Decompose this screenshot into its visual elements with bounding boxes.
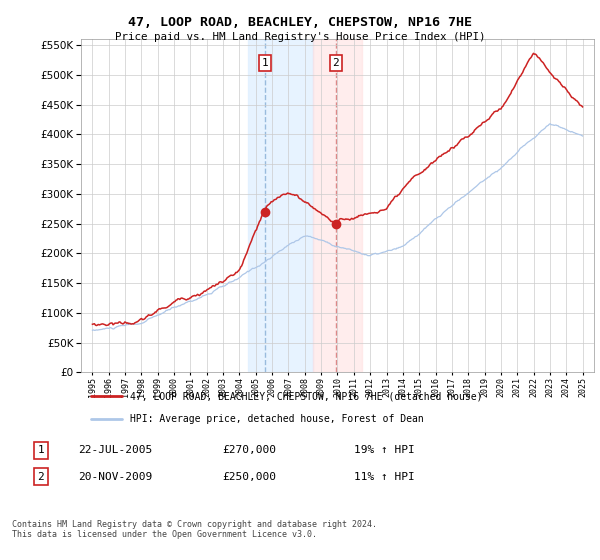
- Text: £250,000: £250,000: [222, 472, 276, 482]
- Text: 2: 2: [332, 58, 339, 68]
- Text: 47, LOOP ROAD, BEACHLEY, CHEPSTOW, NP16 7HE: 47, LOOP ROAD, BEACHLEY, CHEPSTOW, NP16 …: [128, 16, 472, 29]
- Text: 19% ↑ HPI: 19% ↑ HPI: [354, 445, 415, 455]
- Bar: [313, 39, 362, 372]
- Text: 1: 1: [37, 445, 44, 455]
- Text: £270,000: £270,000: [222, 445, 276, 455]
- Bar: [248, 39, 313, 372]
- Text: Contains HM Land Registry data © Crown copyright and database right 2024.
This d: Contains HM Land Registry data © Crown c…: [12, 520, 377, 539]
- Text: 1: 1: [262, 58, 268, 68]
- Text: 22-JUL-2005: 22-JUL-2005: [78, 445, 152, 455]
- Text: Price paid vs. HM Land Registry's House Price Index (HPI): Price paid vs. HM Land Registry's House …: [115, 32, 485, 43]
- Text: 11% ↑ HPI: 11% ↑ HPI: [354, 472, 415, 482]
- Text: HPI: Average price, detached house, Forest of Dean: HPI: Average price, detached house, Fore…: [130, 414, 424, 424]
- Text: 2: 2: [37, 472, 44, 482]
- Text: 20-NOV-2009: 20-NOV-2009: [78, 472, 152, 482]
- Text: 47, LOOP ROAD, BEACHLEY, CHEPSTOW, NP16 7HE (detached house): 47, LOOP ROAD, BEACHLEY, CHEPSTOW, NP16 …: [130, 391, 482, 402]
